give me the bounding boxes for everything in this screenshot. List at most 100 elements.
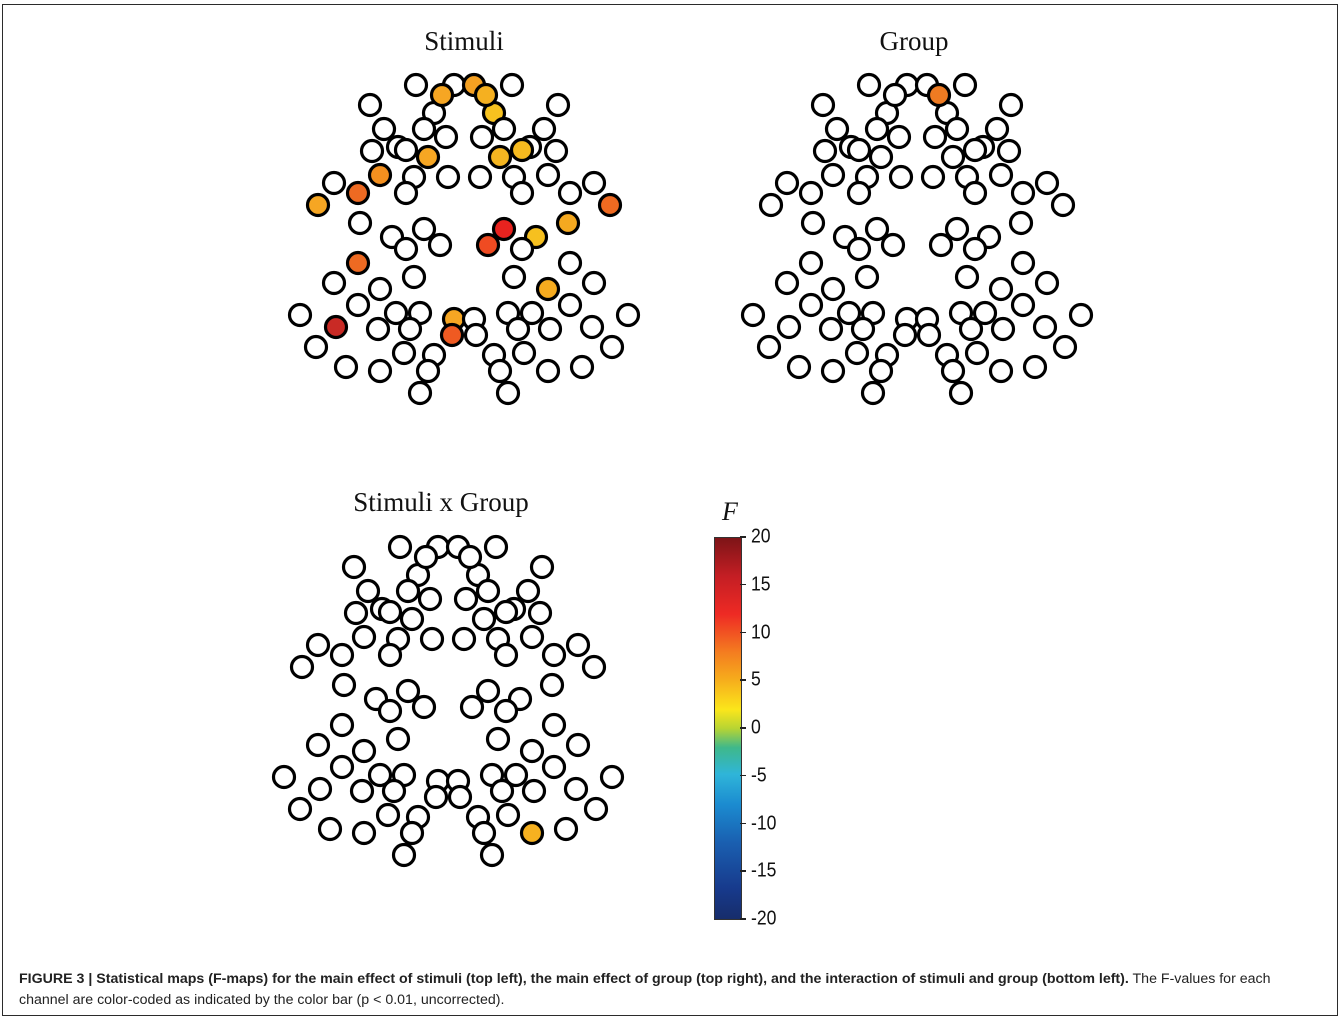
channel-64 (555, 210, 581, 236)
channel-85 (563, 776, 589, 802)
channel-34 (287, 796, 313, 822)
channel-81 (964, 340, 990, 366)
channel-61 (557, 180, 583, 206)
panel-title-interaction: Stimuli x Group (353, 487, 529, 517)
channel-24 (393, 236, 419, 262)
channel-13 (395, 578, 421, 604)
channel-44 (415, 358, 441, 384)
channel-79 (569, 354, 595, 380)
channel-33 (892, 322, 918, 348)
channel-37 (375, 802, 401, 828)
channel-35 (333, 354, 359, 380)
channel-19 (289, 654, 315, 680)
channel-36 (367, 358, 393, 384)
colorbar-tick-label: 0 (751, 716, 761, 739)
caption-heading: FIGURE 3 | Statistical maps (F-maps) for… (19, 971, 1129, 987)
colorbar-tick-label: 5 (751, 668, 761, 691)
channel-78 (583, 796, 609, 822)
channel-72 (557, 292, 583, 318)
channel-72 (1010, 292, 1036, 318)
channel-49 (451, 626, 477, 652)
channel-69 (1010, 250, 1036, 276)
channel-16 (774, 170, 800, 196)
channel-25 (345, 250, 371, 276)
channel-47 (519, 624, 545, 650)
channel-73 (954, 264, 980, 290)
channel-66 (944, 216, 970, 242)
colorbar-title: F (722, 497, 738, 526)
channel-30 (836, 300, 862, 326)
channel-56 (543, 138, 569, 164)
channel-15 (882, 82, 908, 108)
channel-86 (537, 316, 563, 342)
channel-70 (581, 270, 607, 296)
channel-83 (948, 380, 974, 406)
channel-52 (499, 72, 525, 98)
channel-72 (541, 754, 567, 780)
channel-81 (495, 802, 521, 828)
channel-79 (553, 816, 579, 842)
channel-2 (415, 144, 441, 170)
channel-80 (519, 820, 545, 846)
channel-20 (800, 210, 826, 236)
channel-64 (1008, 210, 1034, 236)
colorbar-tick (740, 631, 746, 633)
channel-3 (351, 624, 377, 650)
channel-11 (341, 554, 367, 580)
channel-43 (381, 778, 407, 804)
channel-78 (599, 334, 625, 360)
channel-34 (303, 334, 329, 360)
channel-59 (926, 82, 952, 108)
channel-60 (581, 170, 607, 196)
channel-17 (329, 642, 355, 668)
channel-6 (886, 124, 912, 150)
channel-26 (774, 270, 800, 296)
channel-58 (962, 137, 988, 163)
channel-64 (539, 672, 565, 698)
channel-29 (401, 264, 427, 290)
channel-71 (535, 276, 561, 302)
channel-19 (305, 192, 331, 218)
channel-27 (820, 276, 846, 302)
channel-52 (483, 534, 509, 560)
channel-52 (952, 72, 978, 98)
channel-60 (1034, 170, 1060, 196)
channel-49 (467, 164, 493, 190)
channel-55 (545, 92, 571, 118)
channel-30 (383, 300, 409, 326)
channel-62 (509, 180, 535, 206)
colorbar-tick-label: -5 (751, 764, 767, 787)
channel-5 (419, 626, 445, 652)
channel-70 (1034, 270, 1060, 296)
channel-54 (531, 116, 557, 142)
channel-84 (1068, 302, 1094, 328)
channel-47 (988, 162, 1014, 188)
channel-2 (399, 606, 425, 632)
colorbar-tick (740, 536, 746, 538)
channel-24 (846, 236, 872, 262)
channel-87 (958, 316, 984, 342)
channel-13 (864, 116, 890, 142)
channel-88 (471, 820, 497, 846)
channel-25 (798, 250, 824, 276)
channel-13 (411, 116, 437, 142)
channel-61 (541, 642, 567, 668)
channel-56 (527, 600, 553, 626)
channel-3 (820, 162, 846, 188)
channel-8 (856, 72, 882, 98)
colorbar-tick-label: 20 (751, 525, 771, 548)
channel-43 (850, 316, 876, 342)
channel-63 (581, 654, 607, 680)
channel-74 (519, 300, 545, 326)
channel-28 (345, 292, 371, 318)
channel-28 (329, 754, 355, 780)
channel-42 (818, 316, 844, 342)
colorbar-tick-label: 15 (751, 573, 771, 596)
channel-14 (377, 599, 403, 625)
channel-67 (928, 232, 954, 258)
channel-11 (357, 92, 383, 118)
channel-78 (1052, 334, 1078, 360)
channel-3 (367, 162, 393, 188)
channel-57 (944, 116, 970, 142)
